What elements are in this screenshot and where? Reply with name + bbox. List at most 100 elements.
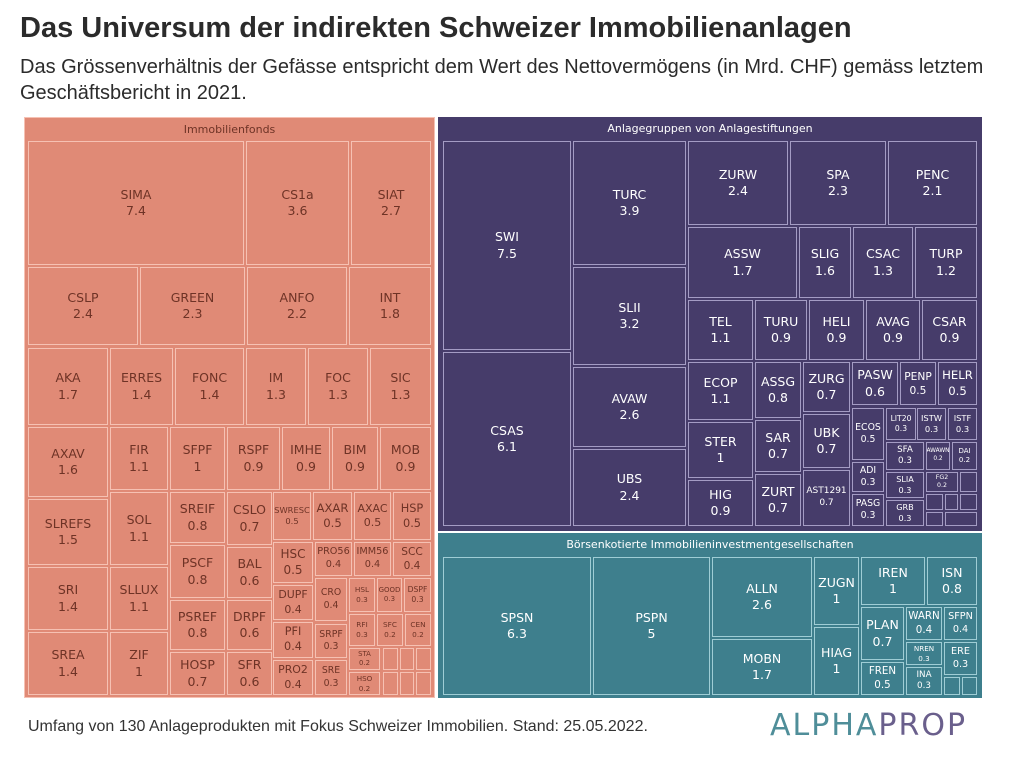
- treemap-cell-dspf: DSPF 0.3: [404, 578, 431, 612]
- treemap-cell-grb: GRB 0.3: [886, 500, 924, 526]
- cell-value: 0.3: [323, 677, 339, 689]
- treemap-cell-sfc: SFC 0.2: [377, 614, 403, 646]
- cell-label: SWI: [495, 229, 519, 245]
- treemap-cell-pspn: PSPN 5: [593, 557, 710, 695]
- cell-value: 7.4: [126, 203, 146, 218]
- treemap-cell-hiag: HIAG 1: [814, 627, 859, 695]
- treemap-cell-ina: INA 0.3: [906, 667, 942, 695]
- treemap-cell-cslo: CSLO 0.7: [227, 492, 272, 545]
- cell-label: DUPF: [278, 588, 308, 602]
- treemap-cell-siat: SIAT 2.7: [351, 141, 431, 265]
- treemap-cell-sfpf: SFPF 1: [170, 427, 225, 490]
- cell-value: 0.5: [860, 434, 876, 445]
- cell-label: FIR: [129, 442, 149, 458]
- treemap-cell-penp: PENP 0.5: [900, 362, 936, 405]
- cell-value: 0.6: [239, 625, 260, 640]
- cell-label: ASSG: [760, 373, 796, 389]
- cell-label: STER: [704, 433, 737, 449]
- cell-label: IREN: [878, 564, 908, 580]
- cell-value: 0.2: [384, 630, 396, 639]
- cell-value: 0.3: [860, 477, 876, 488]
- cell-label: FREN: [868, 665, 897, 678]
- treemap-cell-slrefs: SLREFS 1.5: [28, 499, 108, 565]
- cell-label: SFPN: [948, 610, 973, 622]
- cell-value: 0.3: [917, 681, 931, 691]
- cell-value: 3.6: [287, 203, 308, 218]
- treemap-cell-cro: CRO 0.4: [315, 578, 347, 621]
- cell-value: 0.9: [395, 458, 416, 474]
- cell-label: INT: [379, 289, 401, 305]
- cell-value: 1: [889, 581, 897, 596]
- cell-label: CSAR: [932, 313, 967, 329]
- treemap-cell: [944, 677, 960, 695]
- cell-label: ECOP: [703, 374, 738, 390]
- cell-value: 0.3: [411, 595, 424, 604]
- cell-label: PLAN: [866, 617, 899, 633]
- cell-value: 0.3: [356, 630, 368, 639]
- cell-label: HOSP: [180, 657, 215, 673]
- cell-value: 0.8: [942, 581, 962, 596]
- cell-value: 0.9: [939, 330, 960, 345]
- treemap-cell-sfr: SFR 0.6: [227, 652, 272, 695]
- cell-label: CS1a: [281, 186, 314, 202]
- cell-value: 1.1: [129, 528, 149, 544]
- cell-label: PENP: [904, 369, 932, 383]
- treemap-cell-tel: TEL 1.1: [688, 300, 753, 360]
- treemap-cell-awawn: AWAWN 0.2: [926, 442, 950, 470]
- cell-label: HSL: [354, 585, 370, 595]
- cell-label: AKA: [55, 370, 81, 386]
- cell-label: MOB: [390, 442, 421, 458]
- cell-label: BIM: [343, 442, 367, 458]
- cell-label: ERRES: [120, 370, 163, 386]
- cell-value: 0.5: [323, 516, 342, 530]
- cell-value: 0.4: [284, 602, 302, 616]
- cell-value: 0.4: [284, 640, 302, 653]
- cell-label: CSLP: [67, 289, 99, 305]
- cell-value: 1.3: [266, 386, 286, 402]
- cell-value: 0.7: [768, 500, 788, 515]
- cell-label: AXAV: [51, 445, 85, 461]
- cell-label: DSPF: [407, 585, 428, 595]
- treemap-cell-dupf: DUPF 0.4: [273, 585, 313, 620]
- cell-value: 5: [647, 626, 656, 641]
- group-title: Börsenkotierte Immobilieninvestmentgesel…: [566, 538, 854, 551]
- cell-value: 0.9: [243, 458, 264, 474]
- cell-label: SPSN: [500, 609, 534, 625]
- cell-label: FOC: [325, 370, 351, 386]
- cell-value: 0.7: [819, 498, 834, 508]
- treemap-cell-pro2: PRO2 0.4: [273, 660, 313, 695]
- cell-value: 0.3: [898, 485, 912, 495]
- treemap-cell-zurg: ZURG 0.7: [803, 362, 850, 412]
- cell-label: HSO: [356, 674, 373, 684]
- treemap-cell: [383, 648, 398, 670]
- cell-value: 0.9: [771, 330, 791, 345]
- treemap-cell-spa: SPA 2.3: [790, 141, 886, 225]
- cell-label: SRI: [57, 582, 79, 598]
- cell-label: SWRESC: [274, 505, 310, 516]
- cell-value: 2.3: [828, 183, 848, 198]
- cell-label: TURC: [612, 186, 647, 202]
- cell-value: 0.2: [358, 683, 371, 693]
- treemap-cell-avag: AVAG 0.9: [866, 300, 920, 360]
- cell-label: AST1291: [806, 486, 847, 497]
- treemap-cell-cslp: CSLP 2.4: [28, 267, 138, 345]
- cell-label: SIC: [390, 370, 411, 386]
- cell-value: 1.3: [328, 386, 348, 402]
- cell-value: 2.6: [752, 597, 772, 612]
- cell-value: 0.8: [187, 571, 208, 587]
- cell-value: 2.4: [73, 306, 93, 321]
- treemap-cell-nren: NREN 0.3: [906, 642, 942, 665]
- treemap-cell-sima: SIMA 7.4: [28, 141, 244, 265]
- treemap-cell: [926, 512, 943, 526]
- treemap-cell: [960, 472, 977, 492]
- treemap-cell-hosp: HOSP 0.7: [170, 652, 225, 695]
- treemap-cell-hso: HSO 0.2: [349, 672, 380, 695]
- treemap-cell: [400, 648, 414, 670]
- cell-value: 1.4: [58, 598, 78, 614]
- treemap-cell-green: GREEN 2.3: [140, 267, 245, 345]
- cell-value: 3.2: [619, 316, 640, 331]
- cell-label: FG2: [935, 473, 949, 481]
- cell-value: 0.4: [915, 623, 933, 636]
- cell-label: ERE: [951, 645, 970, 657]
- treemap-cell-pasg: PASG 0.3: [852, 494, 884, 526]
